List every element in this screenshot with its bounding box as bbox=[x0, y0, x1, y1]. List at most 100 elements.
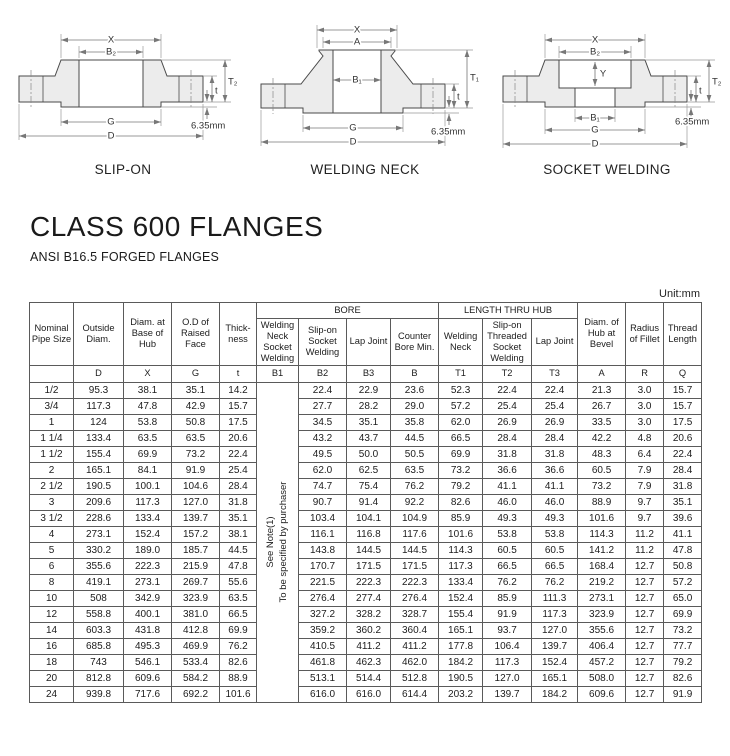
table-cell: 411.2 bbox=[389, 637, 440, 655]
table-cell: 209.6 bbox=[73, 493, 124, 511]
table-cell: 34.5 bbox=[298, 413, 347, 431]
flange-dimension-table: Nominal Pipe Size Outside Diam. Diam. at… bbox=[29, 302, 703, 703]
socket-welding-drawing: X B₂ Y B₁ G D t T₂ 6.35mm bbox=[502, 33, 724, 151]
table-cell: 185.7 bbox=[171, 541, 220, 559]
table-cell: 431.8 bbox=[123, 621, 172, 639]
table-cell: 2 bbox=[29, 461, 74, 479]
table-cell: 47.8 bbox=[663, 541, 703, 559]
dim-label-x: X bbox=[354, 25, 361, 36]
table-cell: 88.9 bbox=[577, 493, 627, 511]
table-cell: 328.7 bbox=[389, 605, 440, 623]
table-row: 1 1/4 133.4 63.5 63.5 20.6 43.2 43.7 44.5 66.5 28… bbox=[29, 429, 703, 447]
table-cell: 462.3 bbox=[346, 653, 391, 671]
table-cell: 101.6 bbox=[219, 685, 257, 703]
table-cell: 35.1 bbox=[171, 381, 220, 399]
table-cell: 219.2 bbox=[577, 573, 627, 591]
table-cell: 1 1/4 bbox=[29, 429, 74, 447]
table-cell: 69.9 bbox=[663, 605, 703, 623]
table-cell: 104.9 bbox=[389, 509, 440, 527]
col-header-slip-on-socket-welding: Slip-on Socket Welding bbox=[298, 318, 347, 366]
table-cell: 23.6 bbox=[389, 381, 440, 399]
welding-neck-dimensions: X A B₁ G D t T₁ 6.35mm bbox=[260, 23, 481, 149]
slip-on-drawing: X B₂ G D t T₂ 6.35mm bbox=[18, 33, 240, 143]
table-cell: 36.6 bbox=[531, 461, 579, 479]
table-cell: 141.2 bbox=[577, 541, 627, 559]
table-cell: 177.8 bbox=[438, 637, 484, 655]
table-cell: 139.7 bbox=[531, 637, 579, 655]
table-cell: 18 bbox=[29, 653, 74, 671]
table-cell: 69.9 bbox=[123, 445, 172, 463]
table-cell: 133.4 bbox=[438, 573, 484, 591]
table-cell: 31.8 bbox=[531, 445, 579, 463]
table-cell: 190.5 bbox=[73, 477, 124, 495]
table-cell: 609.6 bbox=[577, 685, 627, 703]
table-cell: 41.1 bbox=[531, 477, 579, 495]
table-cell: 46.0 bbox=[482, 493, 533, 511]
col-header-outside-diam: Outside Diam. bbox=[73, 302, 124, 366]
table-cell: 91.9 bbox=[663, 685, 703, 703]
table-cell: 514.4 bbox=[346, 669, 391, 687]
table-cell: 28.2 bbox=[346, 397, 391, 415]
table-cell: 584.2 bbox=[171, 669, 220, 687]
table-row: 10 508 342.9 323.9 63.5 276.4 277.4 276.4 152.4 8… bbox=[29, 589, 703, 607]
table-cell: 29.0 bbox=[389, 397, 440, 415]
symbol-r: R bbox=[625, 364, 665, 383]
table-cell: 26.9 bbox=[531, 413, 579, 431]
page-title: CLASS 600 FLANGES bbox=[30, 211, 324, 242]
socket-welding-caption: SOCKET WELDING bbox=[543, 162, 671, 177]
table-cell: 400.1 bbox=[123, 605, 172, 623]
table-cell: 165.1 bbox=[438, 621, 484, 639]
table-cell: 85.9 bbox=[482, 589, 533, 607]
table-row: 18 743 546.1 533.4 82.6 461.8 462.3 462.0 184.2 1… bbox=[29, 653, 703, 671]
table-cell: 614.4 bbox=[389, 685, 440, 703]
table-cell: 16 bbox=[29, 637, 74, 655]
table-cell: 616.0 bbox=[346, 685, 391, 703]
table-cell: 43.2 bbox=[298, 429, 347, 447]
table-cell: 215.9 bbox=[171, 557, 220, 575]
table-cell: 60.5 bbox=[482, 541, 533, 559]
table-cell: 603.3 bbox=[73, 621, 124, 639]
table-cell: 171.5 bbox=[389, 557, 440, 575]
table-cell: 165.1 bbox=[73, 461, 124, 479]
table-cell: 189.0 bbox=[123, 541, 172, 559]
table-cell: 49.3 bbox=[482, 509, 533, 527]
table-cell: 91.9 bbox=[482, 605, 533, 623]
table-cell: 104.6 bbox=[171, 477, 220, 495]
table-cell: 28.4 bbox=[531, 429, 579, 447]
table-cell: 12.7 bbox=[625, 605, 665, 623]
table-cell: 82.6 bbox=[219, 653, 257, 671]
table-cell: 117.6 bbox=[389, 525, 440, 543]
table-cell: 28.4 bbox=[482, 429, 533, 447]
dim-label-t: t bbox=[457, 92, 460, 103]
table-cell: 139.7 bbox=[482, 685, 533, 703]
table-cell: 114.3 bbox=[577, 525, 627, 543]
table-cell: 461.8 bbox=[298, 653, 347, 671]
table-cell: 79.2 bbox=[663, 653, 703, 671]
table-cell: 12.7 bbox=[625, 685, 665, 703]
table-row: 16 685.8 495.3 469.9 76.2 410.5 411.2 411.2 177.… bbox=[29, 637, 703, 655]
table-row: 2 165.1 84.1 91.9 25.4 62.0 62.5 63.5 73.2 36.6 36… bbox=[29, 461, 703, 479]
table-cell: 63.5 bbox=[389, 461, 440, 479]
table-cell: 469.9 bbox=[171, 637, 220, 655]
table-row: 20 812.8 609.6 584.2 88.9 513.1 514.4 512.8 190.… bbox=[29, 669, 703, 687]
table-cell: 609.6 bbox=[123, 669, 172, 687]
table-cell: 360.2 bbox=[346, 621, 391, 639]
table-cell: 73.2 bbox=[577, 477, 627, 495]
table-cell: 3.0 bbox=[625, 397, 665, 415]
table-cell: 66.5 bbox=[219, 605, 257, 623]
table-cell: 4.8 bbox=[625, 429, 665, 447]
table-cell: 90.7 bbox=[298, 493, 347, 511]
table-cell: 53.8 bbox=[123, 413, 172, 431]
table-cell: 410.5 bbox=[298, 637, 347, 655]
title-block: CLASS 600 FLANGES ANSI B16.5 FORGED FLAN… bbox=[30, 211, 730, 264]
table-cell: 11.2 bbox=[625, 525, 665, 543]
table-cell: 82.6 bbox=[663, 669, 703, 687]
symbol-t1: T1 bbox=[438, 364, 484, 383]
table-cell: 143.8 bbox=[298, 541, 347, 559]
table-cell: 12.7 bbox=[625, 589, 665, 607]
table-cell: 49.5 bbox=[298, 445, 347, 463]
col-header-radius-fillet: Radius of Fillet bbox=[625, 302, 665, 366]
table-cell: 360.4 bbox=[389, 621, 440, 639]
table-row: 8 419.1 273.1 269.7 55.6 221.5 222.3 222.3 133.4… bbox=[29, 573, 703, 591]
table-cell: 355.6 bbox=[73, 557, 124, 575]
